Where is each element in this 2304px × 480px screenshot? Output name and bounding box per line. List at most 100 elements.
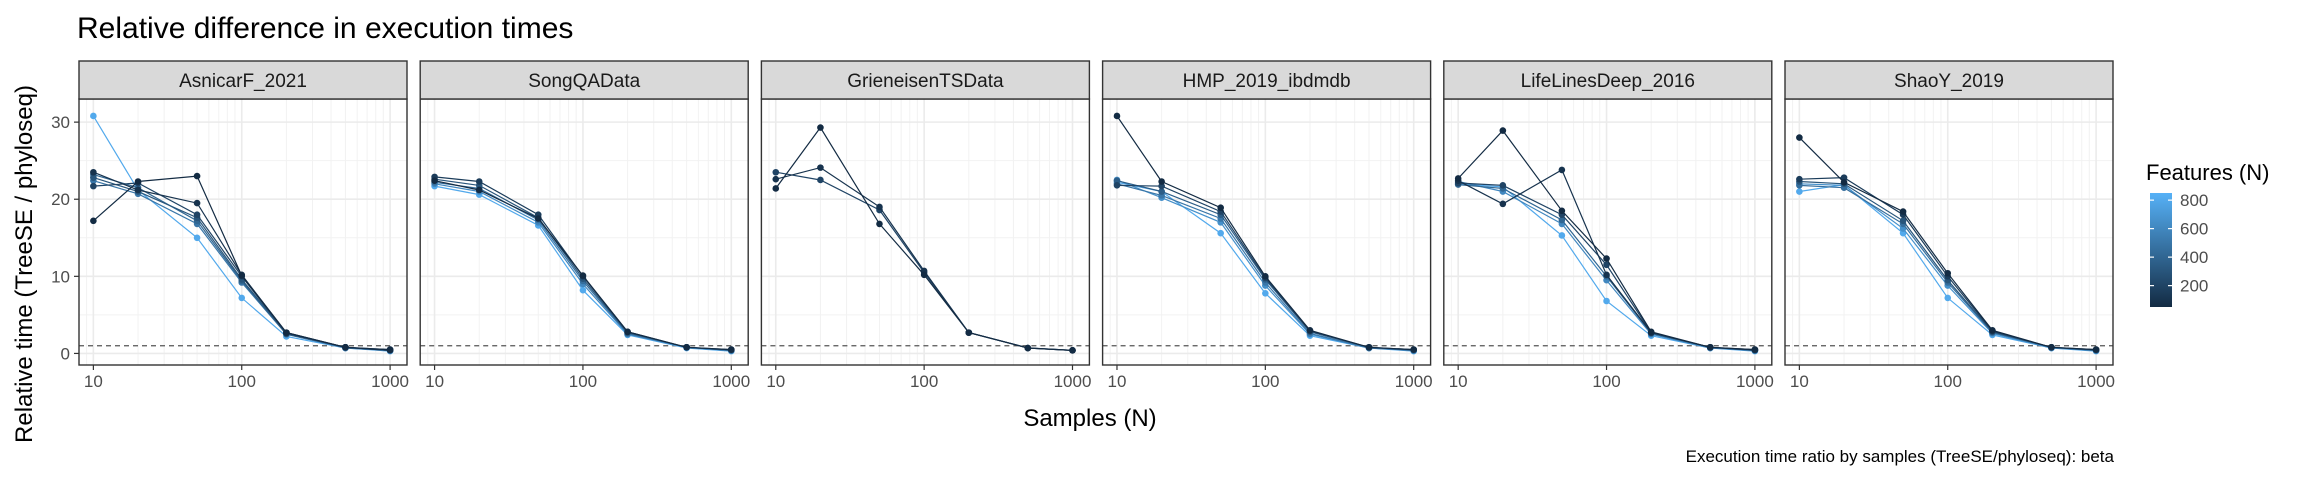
facet-label: AsnicarF_2021 [179, 71, 307, 92]
x-tick-label: 100 [569, 372, 597, 391]
data-point [1024, 344, 1032, 352]
legend-tick-label: 200 [2180, 277, 2208, 296]
x-tick-label: 10 [766, 372, 785, 391]
data-point [2048, 343, 2055, 351]
data-point [134, 178, 142, 185]
panel-background [79, 99, 407, 365]
data-point [817, 164, 824, 171]
data-point [1558, 166, 1566, 174]
data-point [283, 329, 290, 336]
x-tick-label: 100 [1592, 372, 1620, 391]
data-point [1706, 343, 1714, 351]
panel-background [1443, 99, 1772, 365]
data-point [1069, 347, 1076, 354]
data-point [1558, 216, 1566, 224]
data-point [817, 176, 824, 184]
data-point [193, 172, 201, 180]
data-point [1558, 232, 1566, 239]
data-point [920, 271, 928, 279]
facet-label: GrieneisenTSData [847, 71, 1004, 92]
data-point [1113, 177, 1121, 185]
facet-strip [419, 60, 749, 100]
data-point [817, 124, 824, 131]
y-tick-label: 20 [51, 190, 70, 209]
x-tick-label: 100 [228, 372, 256, 391]
x-tick-label: 10 [1108, 372, 1127, 391]
x-axis-title: Samples (N) [1023, 405, 1156, 432]
data-point [1365, 343, 1373, 351]
data-point [1899, 217, 1907, 225]
data-point [475, 186, 483, 194]
data-point [90, 217, 97, 225]
data-point [579, 272, 587, 279]
data-point [534, 215, 542, 222]
data-point [90, 112, 97, 120]
legend-tick-label: 800 [2180, 191, 2208, 210]
legend-colorbar [2150, 193, 2172, 307]
x-tick-label: 100 [1251, 372, 1279, 391]
facet-strip [1443, 60, 1773, 100]
data-point [431, 177, 438, 185]
data-point [1840, 178, 1848, 186]
legend-title: Features (N) [2146, 160, 2269, 185]
data-point [90, 168, 97, 176]
data-point [1217, 204, 1224, 212]
data-point [1217, 229, 1224, 237]
facet-strip [1784, 60, 2114, 100]
facet-label: LifeLinesDeep_2016 [1521, 71, 1695, 92]
data-point [1158, 182, 1165, 190]
data-point [1262, 289, 1269, 297]
data-point [90, 174, 97, 181]
x-tick-label: 1000 [2077, 372, 2115, 391]
x-tick-label: 10 [425, 372, 444, 391]
data-point [727, 346, 735, 353]
data-point [386, 346, 394, 353]
data-point [1944, 269, 1952, 277]
data-point [1410, 346, 1417, 353]
panel-background [1785, 99, 2113, 365]
facet-panels: AsnicarF_2021 10 100 1000 0 10 20 30 SongQAData 1… [51, 60, 2115, 391]
data-point [193, 234, 201, 242]
data-point [1454, 175, 1462, 182]
data-point [1499, 182, 1507, 189]
data-point [1796, 175, 1803, 183]
color-legend: Features (N) 200 400 600 800 [2146, 160, 2269, 307]
x-tick-label: 1000 [1054, 372, 1092, 391]
data-point [1158, 188, 1165, 195]
data-point [1603, 261, 1610, 269]
data-point [1944, 294, 1952, 302]
facet-label: SongQAData [528, 71, 640, 92]
data-point [1751, 346, 1759, 353]
x-tick-label: 10 [1449, 372, 1468, 391]
chart-caption: Execution time ratio by samples (TreeSE/… [1686, 447, 2115, 466]
data-point [2092, 346, 2100, 353]
data-point [1499, 127, 1507, 134]
data-point [1989, 327, 1996, 334]
data-point [1603, 271, 1610, 279]
data-point [772, 185, 780, 192]
data-point [1840, 174, 1848, 181]
chart-title: Relative difference in execution times [77, 12, 573, 45]
data-point [193, 211, 201, 218]
facet-strip [1101, 60, 1432, 100]
data-point [1306, 327, 1314, 334]
data-point [1262, 273, 1269, 280]
panel-background [761, 99, 1090, 365]
data-point [475, 178, 483, 185]
data-point [624, 328, 631, 336]
data-point [238, 272, 246, 279]
data-point [193, 199, 201, 207]
x-tick-label: 10 [84, 372, 103, 391]
panel-background [1102, 99, 1431, 365]
data-point [1796, 188, 1803, 195]
legend-tick-label: 400 [2180, 248, 2208, 267]
data-point [1158, 178, 1165, 185]
x-tick-label: 10 [1790, 372, 1809, 391]
data-point [1113, 182, 1121, 189]
facet-label: HMP_2019_ibdmdb [1183, 71, 1351, 92]
data-point [238, 294, 246, 302]
x-tick-label: 1000 [1395, 372, 1433, 391]
x-tick-label: 100 [1934, 372, 1962, 391]
facet-strip [78, 60, 408, 100]
data-point [683, 343, 690, 351]
